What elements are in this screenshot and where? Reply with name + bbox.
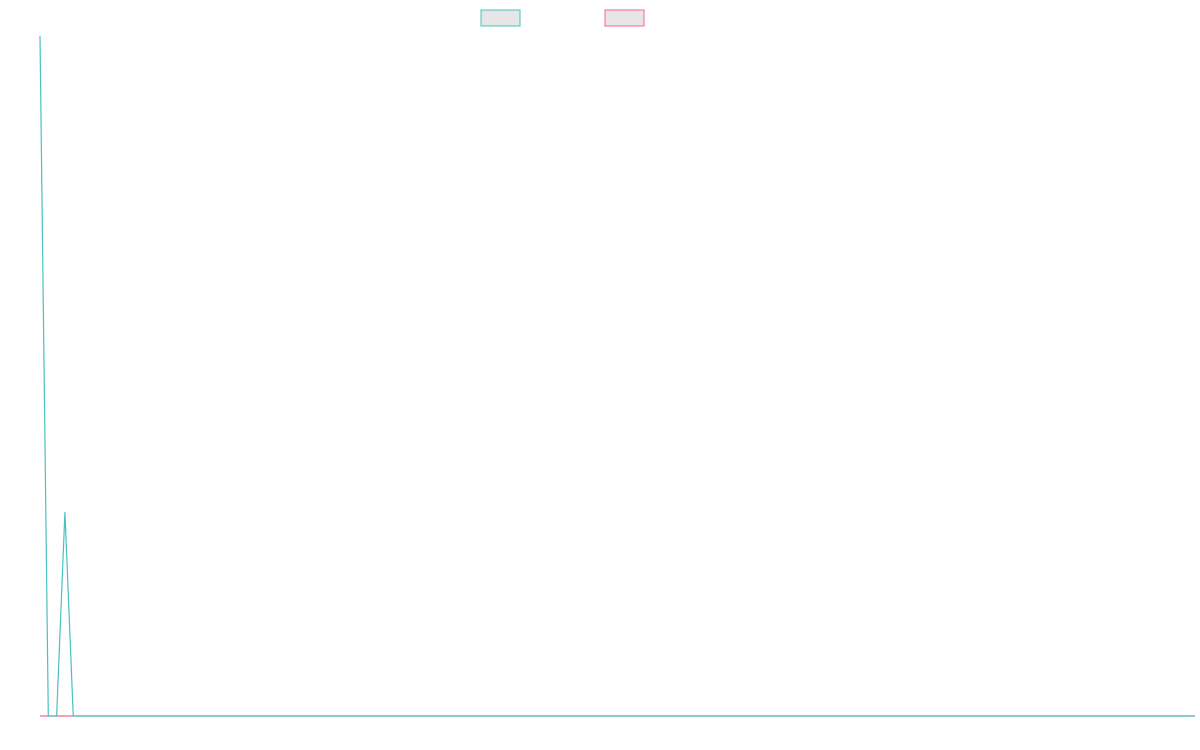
data-line [39, 35, 1195, 717]
legend-swatch[interactable] [480, 9, 521, 27]
legend-swatch[interactable] [604, 9, 645, 27]
